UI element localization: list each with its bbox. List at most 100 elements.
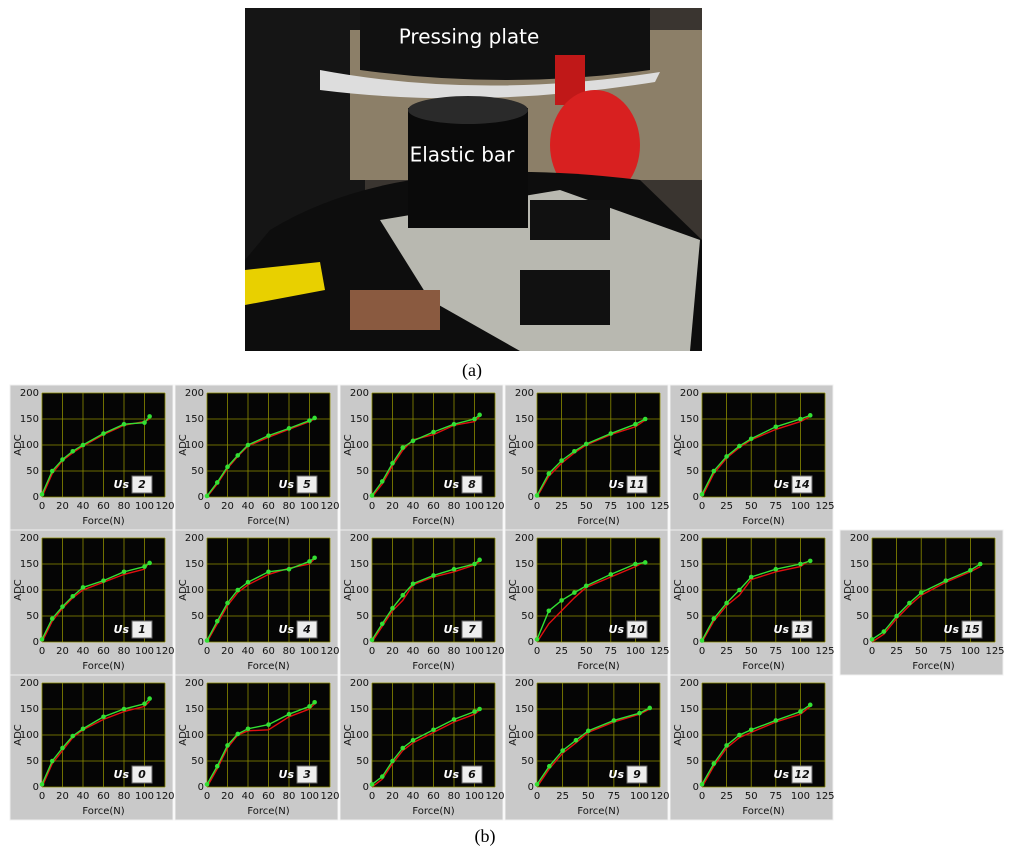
photo-label: Elastic bar bbox=[410, 143, 516, 167]
data-point bbox=[647, 706, 652, 711]
data-point bbox=[122, 707, 127, 712]
y-axis-label: ADC bbox=[673, 724, 684, 746]
x-tick-label: 0 bbox=[39, 791, 45, 802]
y-axis-label: ADC bbox=[13, 724, 24, 746]
x-tick-label: 100 bbox=[300, 501, 319, 512]
data-point bbox=[235, 732, 240, 737]
x-tick-label: 75 bbox=[769, 646, 782, 657]
y-axis-label: ADC bbox=[13, 579, 24, 601]
sensor-tag: Us bbox=[609, 623, 625, 636]
x-tick-label: 75 bbox=[939, 646, 952, 657]
y-tick-label: 50 bbox=[191, 466, 204, 477]
x-tick-label: 100 bbox=[135, 646, 154, 657]
x-tick-label: 100 bbox=[626, 646, 645, 657]
data-point bbox=[215, 619, 220, 624]
data-point bbox=[205, 782, 210, 787]
sensor-id: 10 bbox=[629, 623, 645, 636]
data-point bbox=[101, 715, 106, 720]
y-tick-label: 200 bbox=[680, 678, 699, 689]
data-point bbox=[700, 492, 705, 497]
caption: (b) bbox=[475, 826, 496, 847]
x-tick-label: 125 bbox=[815, 646, 834, 657]
sensor-tag: Us bbox=[444, 478, 460, 491]
x-tick-label: 25 bbox=[890, 646, 903, 657]
sensor-tag: Us bbox=[609, 478, 625, 491]
data-point bbox=[147, 414, 152, 419]
x-tick-label: 0 bbox=[369, 791, 375, 802]
data-point bbox=[547, 764, 552, 769]
data-point bbox=[266, 433, 271, 438]
data-point bbox=[307, 559, 312, 564]
y-tick-label: 200 bbox=[515, 533, 534, 544]
data-point bbox=[633, 422, 638, 427]
black-patch bbox=[530, 200, 610, 240]
data-point bbox=[60, 604, 65, 609]
data-point bbox=[774, 718, 779, 723]
data-point bbox=[798, 709, 803, 714]
y-tick-label: 200 bbox=[350, 678, 369, 689]
x-tick-label: 50 bbox=[745, 791, 758, 802]
photo: Pressing plate Elastic bar bbox=[245, 8, 702, 351]
x-tick-label: 0 bbox=[369, 501, 375, 512]
data-point bbox=[584, 584, 589, 589]
y-tick-label: 200 bbox=[680, 533, 699, 544]
data-point bbox=[246, 726, 251, 731]
x-tick-label: 60 bbox=[262, 791, 275, 802]
x-tick-label: 50 bbox=[580, 501, 593, 512]
data-point bbox=[700, 638, 705, 643]
x-axis-label: Force(N) bbox=[577, 661, 619, 672]
x-tick-label: 20 bbox=[221, 501, 234, 512]
x-tick-label: 40 bbox=[407, 501, 420, 512]
data-point bbox=[390, 759, 395, 764]
y-tick-label: 200 bbox=[185, 533, 204, 544]
data-point bbox=[798, 562, 803, 567]
x-axis-label: Force(N) bbox=[82, 661, 124, 672]
data-point bbox=[312, 555, 317, 560]
elastic-bar bbox=[408, 108, 528, 228]
sensor-id: 14 bbox=[794, 478, 809, 491]
data-point bbox=[205, 638, 210, 643]
x-tick-label: 125 bbox=[985, 646, 1004, 657]
y-tick-label: 50 bbox=[856, 611, 869, 622]
data-point bbox=[472, 709, 477, 714]
y-tick-label: 50 bbox=[521, 611, 534, 622]
x-tick-label: 60 bbox=[427, 501, 440, 512]
data-point bbox=[472, 562, 477, 567]
chart-panel: 050100150200020406080100120Force(N)ADCUs… bbox=[10, 675, 175, 820]
data-point bbox=[122, 570, 127, 575]
sensor-tag: Us bbox=[114, 623, 130, 636]
data-point bbox=[535, 637, 540, 642]
x-tick-label: 120 bbox=[155, 791, 174, 802]
sensor-tag: Us bbox=[114, 478, 130, 491]
data-point bbox=[370, 493, 375, 498]
x-tick-label: 100 bbox=[135, 501, 154, 512]
data-point bbox=[101, 578, 106, 583]
data-point bbox=[431, 430, 436, 435]
data-point bbox=[749, 575, 754, 580]
data-point bbox=[205, 494, 210, 499]
x-tick-label: 0 bbox=[204, 791, 210, 802]
sensor-tag: Us bbox=[279, 623, 295, 636]
y-tick-label: 50 bbox=[356, 611, 369, 622]
data-point bbox=[40, 782, 45, 787]
sensor-id: 2 bbox=[138, 478, 146, 491]
y-tick-label: 50 bbox=[26, 466, 39, 477]
sensor-id: 9 bbox=[633, 768, 641, 781]
y-tick-label: 200 bbox=[350, 533, 369, 544]
data-point bbox=[643, 417, 648, 422]
data-point bbox=[50, 759, 55, 764]
y-axis-label: ADC bbox=[843, 579, 854, 601]
data-point bbox=[870, 637, 875, 642]
data-point bbox=[584, 442, 589, 447]
data-point bbox=[215, 764, 220, 769]
y-axis-label: ADC bbox=[508, 724, 519, 746]
data-point bbox=[70, 594, 75, 599]
data-point bbox=[287, 567, 292, 572]
y-tick-label: 50 bbox=[26, 756, 39, 767]
x-tick-label: 100 bbox=[961, 646, 980, 657]
x-tick-label: 0 bbox=[699, 646, 705, 657]
data-point bbox=[266, 570, 271, 575]
